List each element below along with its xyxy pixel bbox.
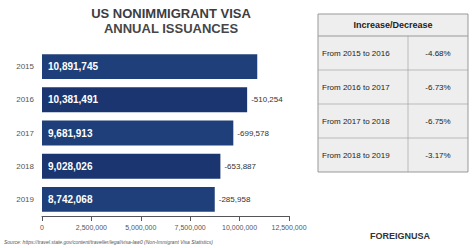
svg-text:From 2015 to 2016: From 2015 to 2016 [322,49,390,58]
svg-text:US NONIMMIGRANT VISA: US NONIMMIGRANT VISA [91,6,251,21]
svg-text:9,681,913: 9,681,913 [48,128,93,139]
svg-text:Increase/Decrease: Increase/Decrease [353,20,432,30]
svg-text:ANNUAL ISSUANCES: ANNUAL ISSUANCES [104,21,238,36]
svg-text:2015: 2015 [16,62,34,71]
svg-text:5,000,000: 5,000,000 [125,224,156,231]
svg-text:-3.17%: -3.17% [425,151,450,160]
svg-text:8,742,068: 8,742,068 [48,194,93,205]
svg-text:0: 0 [40,224,44,231]
svg-text:-510,254: -510,254 [251,95,283,104]
svg-text:2017: 2017 [16,129,34,138]
svg-text:-6.73%: -6.73% [425,83,450,92]
svg-text:-6.75%: -6.75% [425,117,450,126]
svg-text:2,500,000: 2,500,000 [76,224,107,231]
svg-text:From 2016 to 2017: From 2016 to 2017 [322,83,390,92]
svg-text:10,000,000: 10,000,000 [222,224,257,231]
svg-text:-4.68%: -4.68% [425,49,450,58]
svg-text:Source: https://travel.state.g: Source: https://travel.state.gov/content… [4,239,213,245]
svg-text:10,381,491: 10,381,491 [48,94,98,105]
svg-text:From 2017 to 2018: From 2017 to 2018 [322,117,390,126]
svg-text:9,028,026: 9,028,026 [48,161,93,172]
svg-text:10,891,745: 10,891,745 [48,61,98,72]
svg-text:-285,958: -285,958 [219,195,251,204]
svg-text:12,500,000: 12,500,000 [271,224,306,231]
svg-text:FOREIGNUSA: FOREIGNUSA [370,231,431,241]
svg-text:2019: 2019 [16,195,34,204]
svg-text:-653,887: -653,887 [224,162,256,171]
svg-text:-699,578: -699,578 [237,129,269,138]
svg-text:2016: 2016 [16,95,34,104]
svg-text:2018: 2018 [16,162,34,171]
svg-text:7,500,000: 7,500,000 [175,224,206,231]
svg-text:From 2018 to 2019: From 2018 to 2019 [322,151,390,160]
